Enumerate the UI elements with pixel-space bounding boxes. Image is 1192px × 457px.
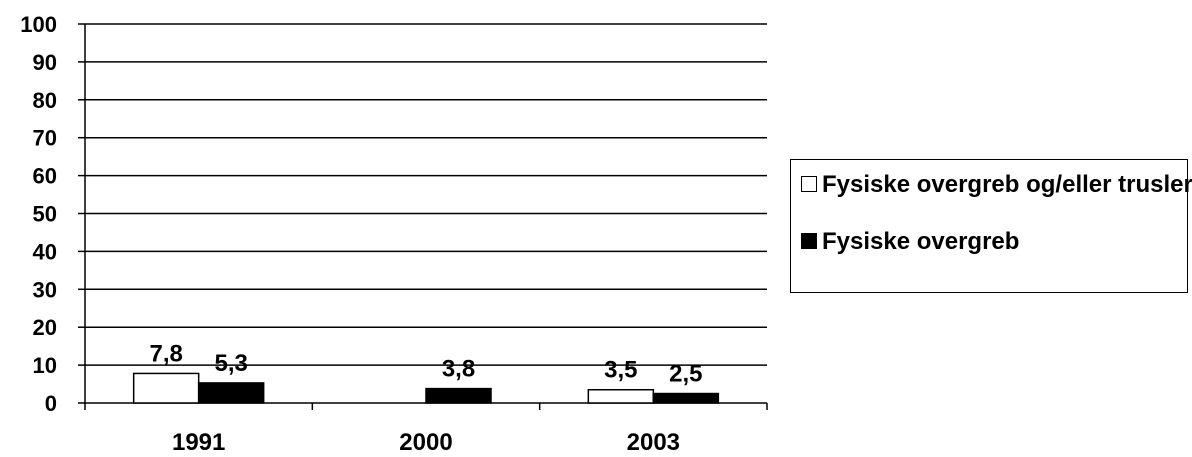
- x-category-label: 2000: [399, 429, 452, 456]
- bar-physical-1991: [197, 382, 265, 404]
- data-label-threats-1991: 7,8: [149, 340, 182, 367]
- data-label-physical-1991: 5,3: [214, 350, 247, 377]
- bar-threats-1991: [132, 372, 200, 404]
- y-tick-label: 10: [33, 353, 57, 378]
- data-label-physical-2003: 2,5: [669, 361, 702, 388]
- legend-swatch-white: [801, 176, 817, 192]
- bar-physical-2003: [652, 392, 720, 404]
- legend-item-threats: Fysiske overgreb og/eller trusler: [801, 171, 1192, 199]
- y-tick-label: 90: [33, 50, 57, 75]
- legend-label-physical: Fysiske overgreb: [822, 228, 1020, 255]
- y-tick-label: 30: [33, 277, 57, 302]
- y-tick-label: 60: [33, 164, 57, 189]
- y-tick-label: 50: [33, 202, 57, 227]
- y-tick-label: 40: [33, 239, 57, 264]
- legend: Fysiske overgreb og/eller trusler Fysisk…: [790, 159, 1192, 293]
- x-category-label: 2003: [627, 429, 680, 456]
- data-label-physical-2000: 3,8: [442, 356, 475, 383]
- legend-item-physical: Fysiske overgreb: [801, 228, 1192, 256]
- y-tick-label: 80: [33, 88, 57, 113]
- bar-physical-2000: [425, 387, 492, 404]
- legend-swatch-black: [801, 233, 817, 249]
- y-tick-label: 70: [33, 126, 57, 151]
- bar-threats-2003: [587, 388, 655, 404]
- y-tick-label: 20: [33, 315, 57, 340]
- legend-label-threats: Fysiske overgreb og/eller trusler: [822, 171, 1192, 198]
- x-category-label: 1991: [172, 429, 225, 456]
- y-tick-label: 100: [20, 12, 57, 37]
- data-label-threats-2003: 3,5: [604, 357, 637, 384]
- bar-chart: 0 10 20 30 40 50 60 70 80 90 100 7,8 5,3 1991 3,8 2000 3…: [20, 12, 768, 456]
- y-tick-label: 0: [45, 391, 57, 416]
